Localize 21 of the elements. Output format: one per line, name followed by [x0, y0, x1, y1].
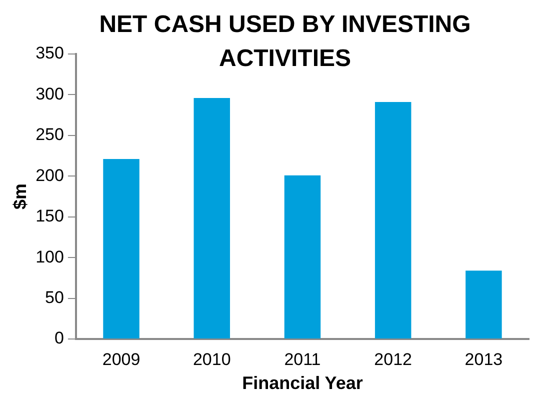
bar	[466, 270, 502, 338]
bar	[103, 159, 140, 338]
y-tick-label: 0	[54, 328, 64, 348]
x-tick-label: 2012	[374, 350, 412, 369]
y-tick-label: 150	[36, 206, 64, 226]
y-tick-label: 50	[45, 288, 64, 307]
bar	[374, 102, 412, 338]
chart-title: NET CASH USED BY INVESTING ACTIVITIES	[98, 10, 472, 74]
x-tick-label: 2013	[464, 350, 503, 369]
y-tick-label: 300	[36, 84, 64, 104]
x-tick-label: 2009	[102, 350, 140, 369]
y-axis-title: $m	[10, 183, 30, 210]
bar	[284, 175, 321, 338]
y-tick-label: 350	[36, 44, 64, 63]
x-tick-label: 2010	[192, 350, 231, 369]
x-tick-label: 2011	[284, 350, 321, 369]
y-tick-label: 100	[36, 247, 64, 266]
y-tick-label: 200	[36, 166, 64, 185]
x-axis-title: Financial Year	[242, 373, 363, 394]
y-tick-label: 250	[36, 125, 64, 144]
bar	[194, 98, 230, 338]
